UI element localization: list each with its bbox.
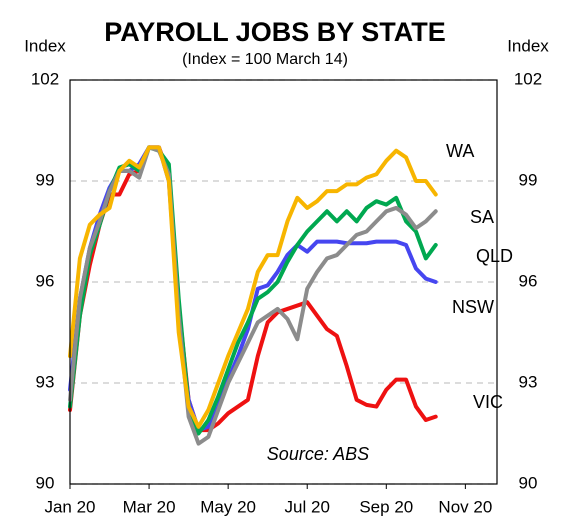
y-tick-label: 90 (36, 473, 55, 492)
y2-tick-label: 93 (519, 372, 538, 391)
chart-title: PAYROLL JOBS BY STATE (104, 17, 446, 47)
y2-axis-label: Index (507, 36, 549, 55)
y-axis-label: Index (24, 36, 66, 55)
series-line (68, 145, 438, 429)
series-label: NSW (452, 297, 494, 317)
y2-tick-label: 96 (519, 271, 538, 290)
series-line (68, 145, 438, 446)
source-note: Source: ABS (267, 444, 369, 464)
y-tick-label: 96 (36, 271, 55, 290)
x-tick-label: May 20 (200, 497, 256, 516)
series-label: QLD (476, 246, 513, 266)
x-tick-label: Jul 20 (285, 497, 330, 516)
y2-tick-label: 99 (519, 170, 538, 189)
y2-tick-label: 102 (514, 69, 542, 88)
x-tick-label: Sep 20 (359, 497, 413, 516)
y-tick-label: 102 (31, 69, 59, 88)
series-label: VIC (473, 392, 503, 412)
series-label: WA (446, 141, 474, 161)
y-tick-label: 99 (36, 170, 55, 189)
y2-tick-label: 90 (519, 473, 538, 492)
y-tick-label: 93 (36, 372, 55, 391)
x-tick-label: Jan 20 (44, 497, 95, 516)
chart-subtitle: (Index = 100 March 14) (182, 51, 348, 68)
x-tick-label: Mar 20 (123, 497, 176, 516)
series-line (68, 145, 438, 436)
series-label: SA (470, 207, 494, 227)
x-tick-label: Nov 20 (438, 497, 492, 516)
plot-frame (69, 79, 498, 485)
